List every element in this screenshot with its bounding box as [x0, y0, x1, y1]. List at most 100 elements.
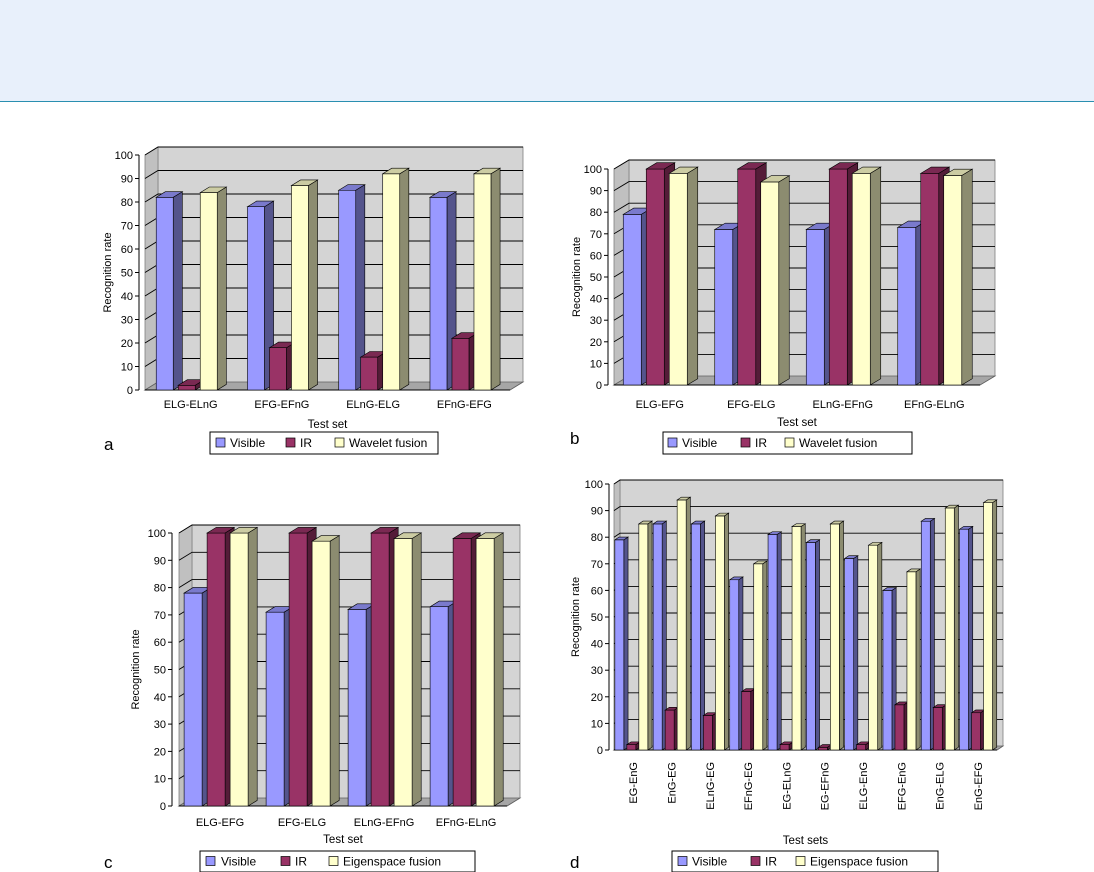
bar-front [311, 540, 331, 807]
legend-swatch [205, 856, 216, 866]
bar [728, 576, 744, 751]
bar-top [311, 535, 341, 542]
legend-label: Visible [221, 855, 256, 869]
y-tick-label: 0 [127, 385, 133, 397]
y-axis-title: Recognition rate [102, 232, 114, 312]
gridline [144, 146, 523, 156]
x-tick-label: ELG-EnG [858, 762, 870, 810]
bar-front [360, 356, 379, 391]
bar-front [676, 499, 687, 751]
bar-top [714, 512, 730, 517]
bar [290, 179, 319, 391]
y-tick-label: 100 [585, 479, 603, 491]
y-tick-label: 60 [154, 637, 166, 649]
panel-letter: d [570, 853, 579, 872]
bar-front [729, 579, 740, 751]
bar-front [429, 197, 448, 391]
bar-top [613, 536, 630, 541]
x-tick-label: ELG-EFG [196, 817, 244, 829]
bar [472, 167, 502, 391]
y-tick-label: 40 [121, 291, 133, 303]
bar-side [411, 532, 422, 807]
gridline [178, 524, 520, 534]
bar [229, 526, 259, 807]
y-tick-label: 0 [596, 380, 602, 392]
legend-box [209, 431, 439, 455]
bar-top [690, 520, 706, 525]
bar-front [265, 611, 285, 807]
bar-side [172, 191, 183, 391]
y-tick-label: 50 [590, 272, 602, 284]
chart-panel-c: 0 10 20 30 40 50 60 70 80 90 100 ELG-EFG EFG-ELG ELnG… [104, 524, 522, 872]
bar-top [668, 166, 699, 174]
y-tick-label: 90 [590, 186, 602, 198]
bar-front [767, 534, 778, 751]
bar-top [851, 166, 882, 174]
bar-top [337, 184, 366, 191]
bar-front [291, 185, 309, 391]
bar-front [664, 709, 675, 751]
bar-front [183, 592, 203, 807]
bar-front [897, 227, 917, 386]
bar-front [614, 539, 625, 751]
y-tick-label: 100 [115, 150, 133, 162]
y-axis-title: Recognition rate [571, 237, 583, 317]
bar-front [269, 347, 287, 391]
bar [428, 191, 458, 391]
chart-panel-a: 0 10 20 30 40 50 60 70 80 90 100 ELG-ELnG EFG-EFnG EL… [102, 146, 525, 455]
x-axis-title: Test set [777, 417, 817, 429]
y-tick-label: 40 [154, 692, 166, 704]
legend: Visible IR Eigenspace fusion [199, 850, 476, 872]
bar-top [155, 191, 184, 198]
bar-side [869, 166, 882, 386]
bar [668, 166, 699, 386]
x-tick-label: EFnG-ELnG [904, 399, 965, 411]
bar-top [728, 576, 744, 581]
bar-front [828, 168, 848, 386]
y-tick-label: 10 [590, 358, 602, 370]
x-tick-label: EFG-EFnG [254, 399, 309, 411]
bar-top [867, 542, 883, 546]
bar-top [229, 527, 259, 534]
legend-label: IR [765, 855, 777, 869]
gridline [613, 532, 1003, 538]
legend: Visible IR Eigenspace fusion [671, 850, 939, 872]
bar [311, 535, 341, 807]
x-axis-title: Test set [323, 834, 363, 846]
bar [944, 504, 960, 751]
bar [752, 560, 768, 751]
bar [843, 555, 859, 751]
x-tick-label: EFG-ELG [278, 817, 326, 829]
bar-front [645, 168, 665, 386]
bar [613, 536, 630, 751]
y-tick-label: 60 [121, 244, 133, 256]
x-axis-title: Test set [308, 419, 348, 431]
y-tick-label: 80 [590, 207, 602, 219]
bar-front [177, 384, 196, 391]
bar-side [216, 186, 227, 391]
x-tick-label: EG-ELnG [781, 762, 793, 810]
legend: Visible IR Wavelet fusion [209, 431, 439, 455]
bar-top [206, 527, 236, 534]
y-tick-label: 60 [591, 585, 603, 597]
y-tick-label: 10 [121, 362, 133, 374]
bar-front [971, 712, 981, 751]
bar-front [155, 197, 174, 391]
bar [805, 539, 821, 751]
y-tick-label: 0 [597, 745, 603, 757]
bar-front [944, 507, 955, 751]
bar-side [493, 532, 504, 807]
y-tick-label: 40 [590, 294, 602, 306]
bar [246, 200, 275, 391]
bar [905, 568, 922, 751]
bar [779, 741, 795, 751]
bar-top [944, 504, 960, 509]
x-tick-label: EG-EnG [628, 762, 640, 804]
x-axis-title: Test sets [783, 835, 829, 847]
bar-top [759, 175, 791, 183]
y-tick-label: 0 [160, 801, 166, 813]
y-axis-title: Recognition rate [570, 577, 582, 657]
bar [767, 531, 783, 751]
bar-top [919, 166, 951, 174]
